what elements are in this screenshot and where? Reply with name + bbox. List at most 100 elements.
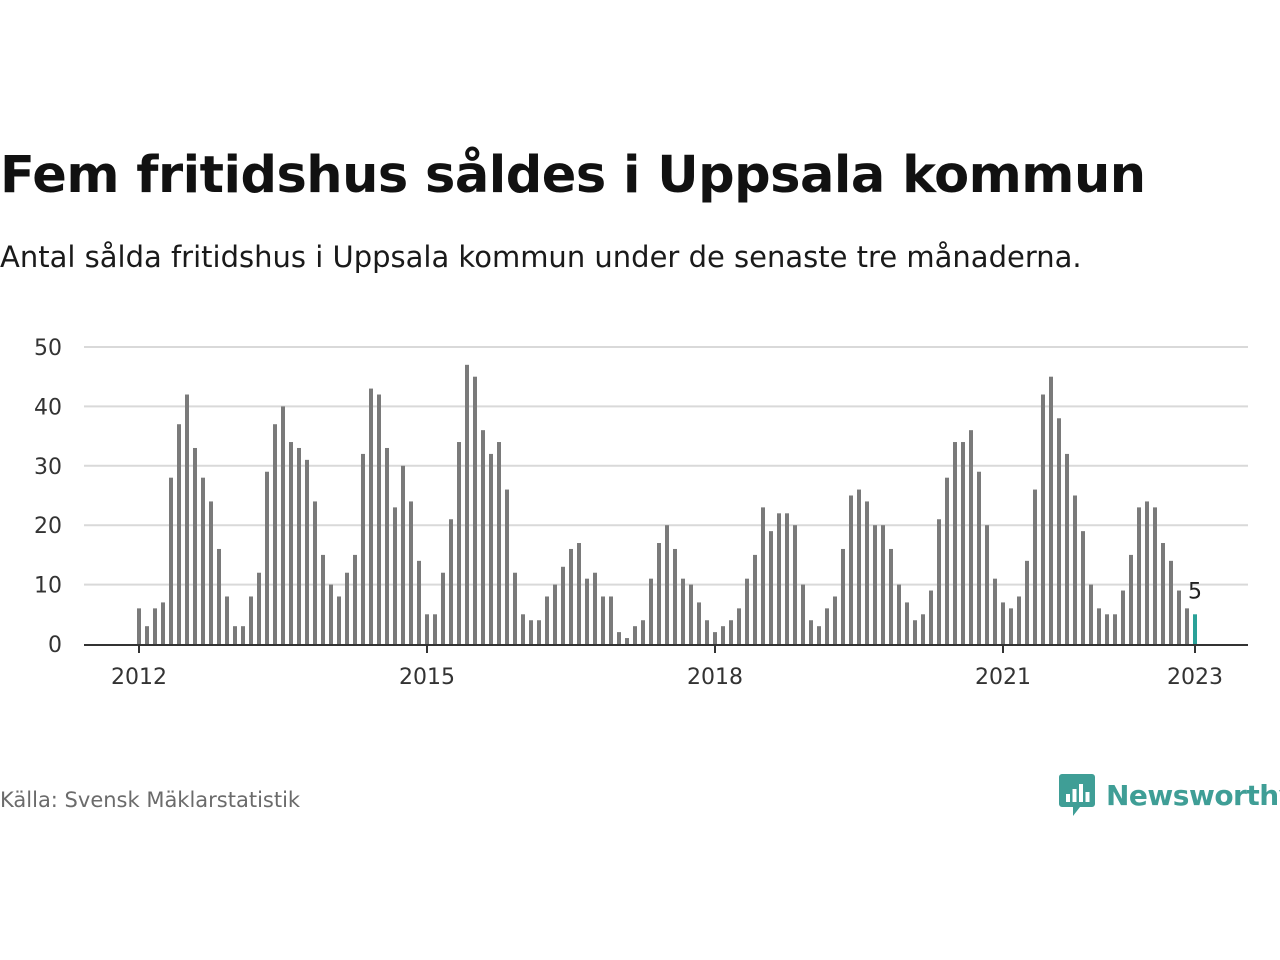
bar [721,626,725,644]
bar [617,632,621,644]
bar [633,626,637,644]
bar [809,620,813,644]
bar [609,596,613,644]
bar [361,453,365,644]
bar [385,447,389,644]
x-tick-label: 2023 [1167,665,1223,690]
bar [729,620,733,644]
bar [1073,495,1077,644]
bar [1049,376,1053,644]
bar [761,507,765,644]
bar [625,638,629,644]
bar [961,442,965,644]
bar [545,596,549,644]
bar [241,626,245,644]
chart-subtitle: Antal sålda fritidshus i Uppsala kommun … [0,240,1082,274]
bar [145,626,149,644]
brand[interactable]: Newsworthy [1058,772,1280,818]
bar [681,578,685,644]
bar [1057,418,1061,644]
bar [369,388,373,644]
source-note: Källa: Svensk Mäklarstatistik [0,788,301,812]
bar [201,477,205,644]
bar [433,614,437,644]
x-tick-label: 2015 [399,665,455,690]
bar [929,590,933,644]
bar [273,424,277,644]
bar [1193,614,1197,644]
y-tick-label: 10 [34,574,62,599]
bar [905,602,909,644]
bar [1017,596,1021,644]
bar [561,566,565,644]
bar [697,602,701,644]
bar [993,578,997,644]
bar [793,525,797,644]
bar [465,364,469,644]
x-tick-label: 2021 [975,665,1031,690]
bar [745,578,749,644]
bar [737,608,741,644]
bar [841,548,845,644]
bar [401,465,405,644]
bar [249,596,253,644]
bar [169,477,173,644]
bar [497,442,501,644]
bar [897,584,901,644]
bar [1001,602,1005,644]
y-tick-label: 20 [34,514,62,539]
bar [585,578,589,644]
bar [1177,590,1181,644]
bar [833,596,837,644]
bar [985,525,989,644]
bar [473,376,477,644]
bar [425,614,429,644]
bar [977,471,981,644]
bar [449,519,453,644]
bar [889,548,893,644]
bar [177,424,181,644]
bar [153,608,157,644]
y-tick-label: 50 [34,336,62,361]
bar [417,560,421,644]
bar [281,406,285,644]
bar [1185,608,1189,644]
bar [777,513,781,644]
bar [553,584,557,644]
bar [193,447,197,644]
bar [969,430,973,644]
bar [513,572,517,644]
bar [1121,590,1125,644]
y-tick-label: 40 [34,395,62,420]
bar [1089,584,1093,644]
bar [137,608,141,644]
bar [577,543,581,644]
bar [313,501,317,644]
x-tick-label: 2018 [687,665,743,690]
bar [689,584,693,644]
bar [641,620,645,644]
bar [209,501,213,644]
bar [953,442,957,644]
bar [441,572,445,644]
bar [289,442,293,644]
bar [337,596,341,644]
bar [393,507,397,644]
chart-title: Fem fritidshus såldes i Uppsala kommun [0,146,1146,205]
bar [1169,560,1173,644]
bar [1161,543,1165,644]
bar [321,554,325,644]
x-tick-label: 2012 [111,665,167,690]
bar [945,477,949,644]
bar [673,548,677,644]
bar [569,548,573,644]
bar [481,430,485,644]
bar [1097,608,1101,644]
bar [817,626,821,644]
bar [913,620,917,644]
bar [705,620,709,644]
bar [937,519,941,644]
bar [345,572,349,644]
bar [1065,453,1069,644]
bar [161,602,165,644]
